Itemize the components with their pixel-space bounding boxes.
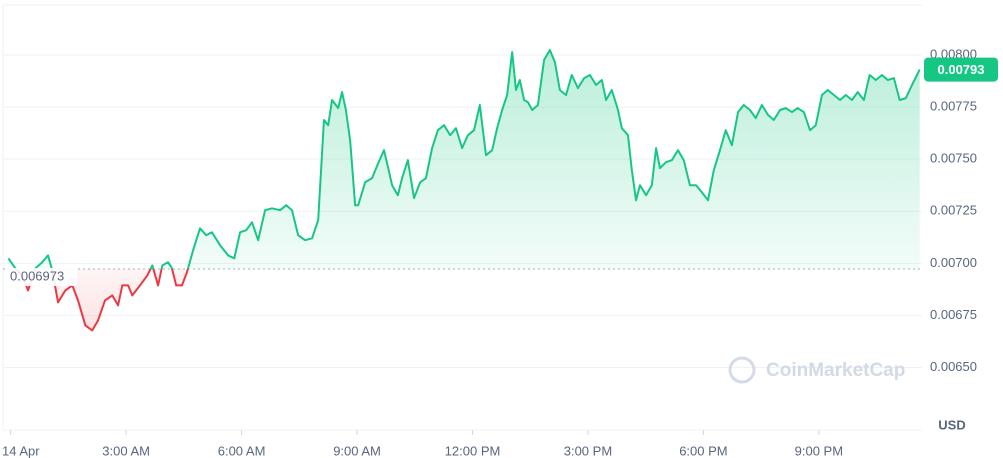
y-tick-label: 0.00775 (930, 99, 977, 114)
x-tick-label: 12:00 PM (445, 443, 501, 458)
x-tick-label: 6:00 AM (218, 443, 266, 458)
area-fill (8, 50, 920, 331)
price-line (7, 49, 921, 332)
last-price-label: 0.00793 (938, 62, 985, 77)
y-tick-label: 0.00700 (930, 255, 977, 270)
y-tick-label: 0.00650 (930, 359, 977, 374)
reference-label-bg (5, 267, 77, 286)
y-tick-label: 0.00750 (930, 151, 977, 166)
x-tick-label: 9:00 PM (795, 443, 843, 458)
last-price-badge (924, 57, 998, 82)
x-tick-label: 3:00 AM (102, 443, 150, 458)
watermark-logo (728, 356, 756, 384)
y-tick-label: 0.00725 (930, 203, 977, 218)
y-tick-label: 0.00675 (930, 307, 977, 322)
x-tick-label: 6:00 PM (679, 443, 727, 458)
unit-label: USD (938, 417, 965, 432)
x-tick-label: 9:00 AM (333, 443, 381, 458)
x-tick-label: 14 Apr (2, 443, 40, 458)
watermark-text: CoinMarketCap (766, 360, 905, 381)
x-tick-label: 3:00 PM (564, 443, 612, 458)
watermark: CoinMarketCap (728, 356, 905, 384)
reference-label: 0.006973 (10, 268, 64, 283)
